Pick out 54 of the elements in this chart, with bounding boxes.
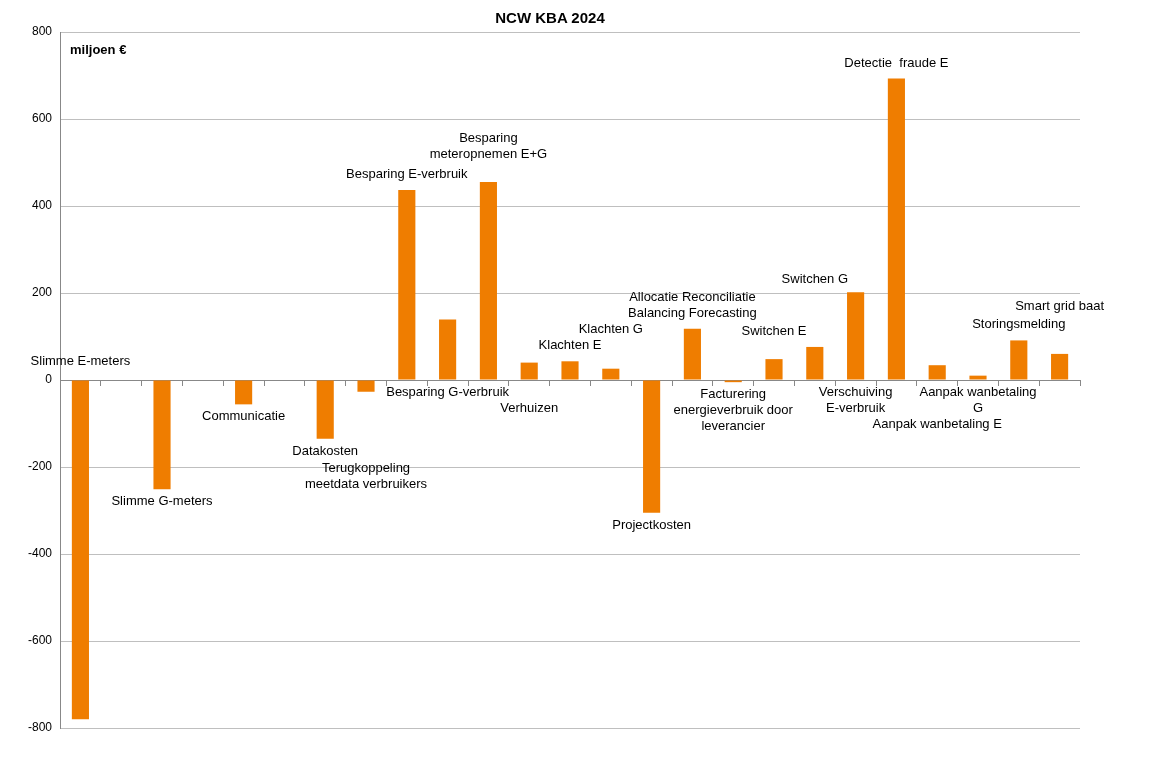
y-axis-title: miljoen € [70,42,127,58]
x-tick-label: Smart grid baat [1015,297,1105,313]
y-tick-label: 200 [31,285,53,300]
bar [683,328,701,380]
x-tick-label: Communicatie [202,408,286,424]
bar [316,380,334,439]
y-tick-label: 400 [31,198,53,213]
bar [806,346,824,380]
x-tick-label: Verhuizen [500,399,559,415]
x-tick-label: Besparing E-verbruik [346,165,468,181]
bar [928,365,946,380]
x-tick-label: Besparing G-verbruik [386,383,510,399]
bar [1010,340,1028,380]
bar [357,380,375,392]
y-tick-label: 0 [45,372,53,387]
x-tick-label: Detectie fraude E [844,54,949,70]
bar [439,319,457,380]
y-tick-label: -200 [27,459,53,474]
chart-title: NCW KBA 2024 [495,9,606,27]
bar [887,78,905,380]
x-tick-label: Projectkosten [612,516,691,532]
bar [1051,353,1069,380]
x-tick-label: Aanpak wanbetaling E [872,415,1003,431]
x-tick-label: Verschuiving E-verbruik [818,383,893,415]
y-tick-label: -800 [27,720,53,735]
x-tick-label: Aanpak wanbetaling G [919,383,1037,415]
y-tick-label: -600 [27,633,53,648]
x-tick-label: Datakosten [292,442,359,458]
x-tick-label: Terugkoppeling meetdata verbruikers [304,459,428,491]
bar [398,189,416,380]
bar [602,368,620,380]
x-tick-label: Slimme E-meters [30,352,131,368]
bar [71,380,89,720]
bar [235,380,253,405]
bar [765,359,783,380]
bar [479,182,497,380]
x-tick-label: Allocatie Reconciliatie Balancing Forecasting [628,288,757,320]
x-tick-label: Besparing meteropnemen E+G [429,130,548,162]
y-tick-label: 600 [31,111,53,126]
y-tick-label: 800 [31,24,53,39]
x-tick-label: Klachten G [578,320,643,336]
x-tick-label: Switchen G [781,271,849,287]
bar [153,380,171,490]
x-tick-label: Slimme G-meters [111,493,214,509]
y-tick-label: -400 [27,546,53,561]
x-tick-label: Facturering energieverbruik door leverancier [673,386,794,434]
bar [643,380,661,513]
x-tick-label: Klachten E [538,337,602,353]
bar [520,362,538,380]
x-tick-label: Storingsmelding [972,316,1066,332]
bar [561,361,579,380]
bar [969,375,987,380]
bar [847,292,865,380]
x-tick-label: Switchen E [741,323,807,339]
